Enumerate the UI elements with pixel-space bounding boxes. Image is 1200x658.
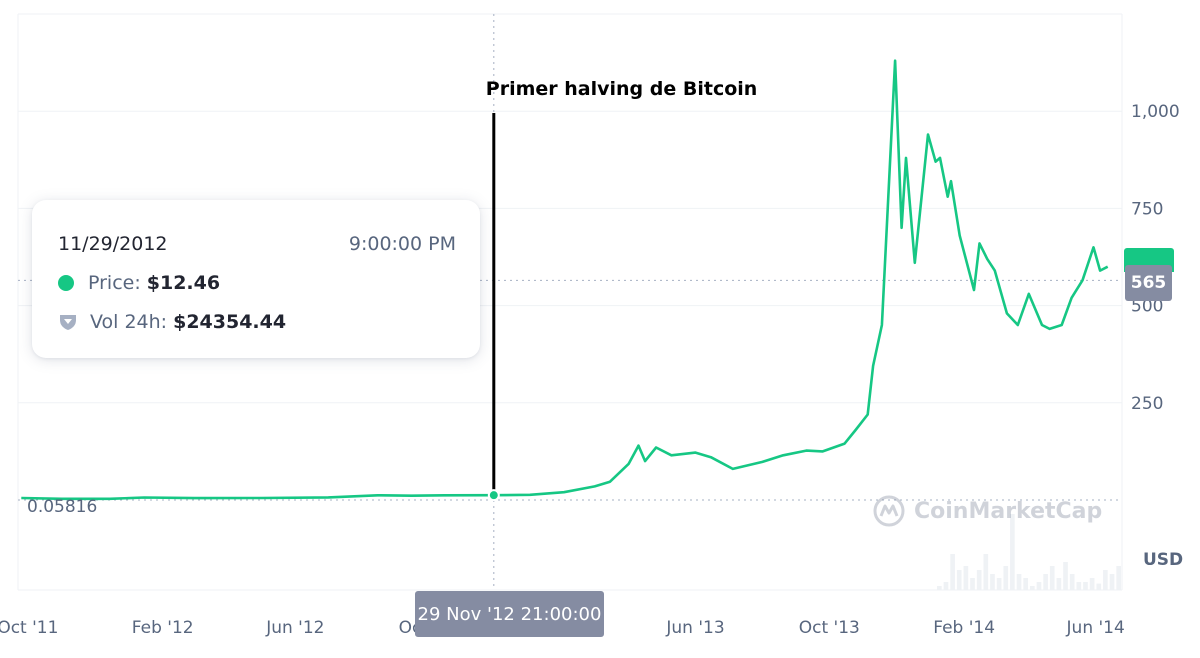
x-tick-label: Oct '11: [0, 618, 58, 638]
price-line: [21, 59, 1109, 501]
y-tick-label: 500: [1131, 297, 1163, 317]
x-tick-label: Oct '13: [799, 618, 860, 638]
volume-bar: [950, 554, 955, 590]
tooltip-volume-row: Vol 24h: $24354.44: [58, 311, 286, 333]
volume-bar: [996, 578, 1002, 590]
tooltip-time: 9:00:00 PM: [348, 233, 456, 255]
volume-bar: [1056, 578, 1062, 590]
volume-bar: [990, 574, 995, 590]
tooltip-price-value: $12.46: [146, 272, 221, 294]
tooltip-price-label: Price:: [88, 272, 141, 294]
volume-bar: [1003, 566, 1009, 590]
volume-bar: [1083, 582, 1088, 590]
volume-bar: [963, 566, 969, 590]
coinmarketcap-logo-icon: [873, 495, 905, 527]
volume-bar: [1049, 566, 1055, 590]
volume-bar: [956, 570, 962, 590]
x-tick-label: Feb '14: [933, 618, 995, 638]
tooltip-volume-label: Vol 24h:: [90, 311, 168, 333]
tooltip-volume-value: $24354.44: [173, 311, 287, 333]
volume-bar: [1036, 582, 1042, 590]
tooltip-price-row: Price: $12.46: [58, 272, 220, 294]
volume-bar: [1023, 578, 1028, 590]
halving-annotation: Primer halving de Bitcoin: [486, 78, 758, 496]
watermark-text: CoinMarketCap: [914, 498, 1103, 524]
tooltip-date: 11/29/2012: [58, 233, 168, 255]
volume-shield-icon: [60, 315, 76, 330]
volume-bar: [1069, 574, 1075, 590]
volume-bar: [937, 586, 942, 590]
volume-bar: [1096, 583, 1102, 590]
x-tick-label: Jun '12: [265, 618, 324, 638]
volume-bar: [1103, 570, 1108, 590]
volume-bar: [943, 582, 949, 590]
x-tick-label: Jun '14: [1066, 618, 1125, 638]
volume-bar: [1089, 578, 1095, 590]
x-tick-label: Jun '13: [665, 618, 724, 638]
volume-bar: [1030, 586, 1035, 590]
volume-bar: [1010, 514, 1015, 590]
x-tick-label: Feb '12: [132, 618, 194, 638]
y-tick-label: 250: [1131, 394, 1163, 414]
volume-bar: [1076, 582, 1082, 590]
volume-bar: [983, 554, 989, 590]
volume-bar: [970, 578, 975, 590]
volume-bar: [1016, 574, 1022, 590]
volume-bar: [1109, 574, 1115, 590]
y-axis-ticks: 250 500 750 1,000: [1131, 102, 1180, 414]
price-dot-icon: [58, 275, 74, 291]
first-value-label: 0.05816: [27, 497, 98, 517]
chart-tooltip: 11/29/2012 9:00:00 PM Price: $12.46 Vol …: [32, 200, 480, 358]
volume-bar: [1063, 562, 1068, 590]
volume-bar: [976, 570, 982, 590]
volume-bar: [1043, 574, 1048, 590]
coinmarketcap-watermark: CoinMarketCap: [872, 494, 1102, 528]
current-price-badge: 565: [1125, 265, 1172, 301]
volume-bar: [1116, 566, 1121, 590]
crosshair-date-badge: 29 Nov '12 21:00:00: [415, 591, 604, 637]
price-series: [21, 59, 1109, 501]
y-tick-label: 1,000: [1131, 102, 1180, 122]
volume-bars: [937, 514, 1121, 590]
halving-label: Primer halving de Bitcoin: [486, 78, 758, 100]
currency-label: USD: [1143, 550, 1184, 570]
y-tick-label: 750: [1131, 199, 1163, 219]
hover-point: [487, 489, 500, 502]
